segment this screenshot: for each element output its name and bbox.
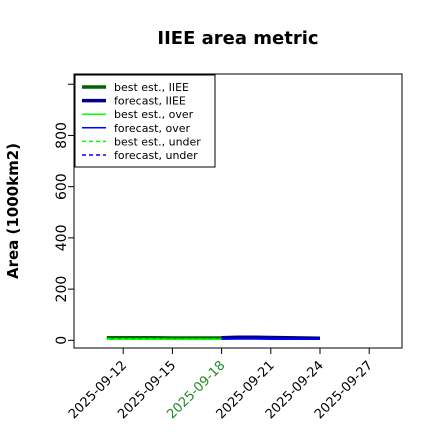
y-tick-label: 200 (54, 276, 70, 303)
chart-title: IIEE area metric (157, 28, 318, 49)
legend-label: best est., IIEE (114, 81, 189, 94)
legend-label: best est., over (114, 108, 194, 121)
series-layer (107, 337, 320, 339)
y-tick-label: 600 (54, 173, 70, 200)
legend-label: forecast, IIEE (114, 95, 186, 108)
y-tick-label: 800 (54, 122, 70, 149)
y-axis-label: Area (1000km2) (4, 143, 22, 279)
y-tick-label: 0 (54, 336, 70, 345)
y-tick-label: 400 (54, 225, 70, 252)
legend-label: best est., under (114, 135, 201, 148)
legend-label: forecast, over (114, 122, 190, 135)
legend-label: forecast, under (114, 149, 198, 162)
